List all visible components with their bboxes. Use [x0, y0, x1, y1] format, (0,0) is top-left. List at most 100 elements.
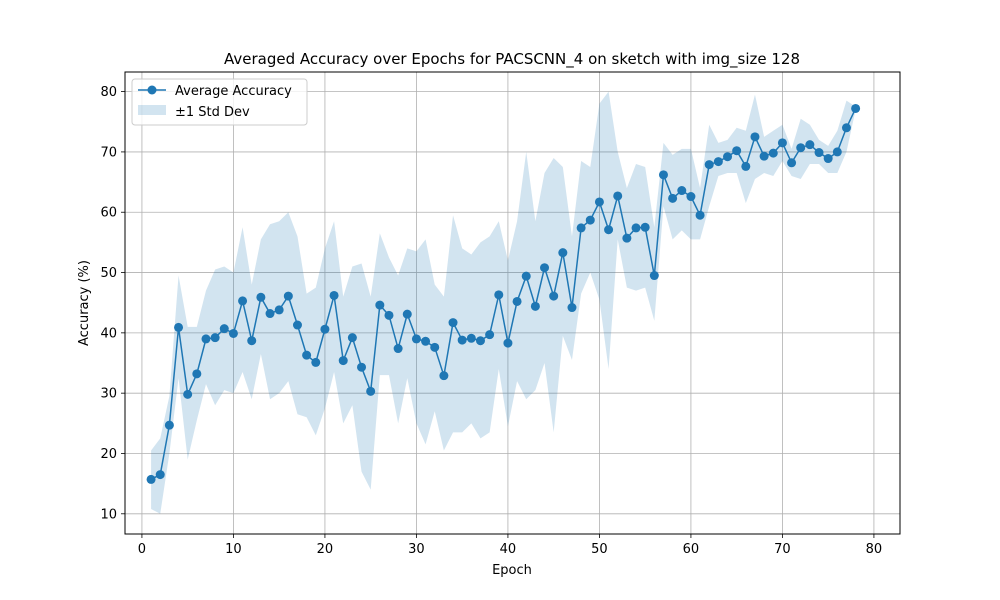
x-tick-label: 30 — [408, 542, 425, 557]
x-tick-label: 50 — [591, 542, 608, 557]
data-point — [695, 210, 705, 220]
legend-marker-swatch — [147, 85, 157, 95]
data-point — [576, 223, 586, 233]
data-point — [210, 333, 220, 343]
data-point — [457, 335, 467, 345]
data-point — [183, 389, 193, 399]
data-point — [558, 248, 568, 258]
y-tick-label: 70 — [100, 145, 117, 160]
data-point — [686, 192, 696, 202]
data-point — [174, 322, 184, 332]
std-dev-band — [151, 91, 856, 514]
data-point — [585, 215, 595, 225]
data-point — [357, 362, 367, 372]
data-point — [521, 271, 531, 281]
data-point — [503, 338, 513, 348]
data-point — [567, 303, 577, 313]
data-point — [439, 371, 449, 381]
data-point — [540, 263, 550, 273]
data-point — [613, 191, 623, 201]
chart-title: Averaged Accuracy over Epochs for PACSCN… — [224, 50, 800, 69]
data-point — [164, 420, 174, 430]
data-point — [494, 290, 504, 300]
x-tick-label: 40 — [500, 542, 517, 557]
x-tick-label: 80 — [866, 542, 883, 557]
data-point — [430, 342, 440, 352]
x-axis-label: Epoch — [492, 563, 532, 578]
data-point — [238, 296, 248, 306]
data-point — [668, 193, 678, 203]
data-point — [622, 233, 632, 243]
data-point — [832, 147, 842, 157]
data-point — [384, 310, 394, 320]
y-tick-label: 20 — [100, 447, 117, 462]
data-point — [448, 318, 458, 328]
data-point — [677, 186, 687, 196]
x-tick-label: 60 — [683, 542, 700, 557]
x-tick-label: 0 — [138, 542, 146, 557]
data-point — [704, 160, 714, 170]
data-point — [311, 357, 321, 367]
data-point — [292, 320, 302, 330]
data-point — [393, 344, 403, 354]
data-point — [283, 291, 293, 301]
data-point — [265, 309, 275, 319]
data-point — [604, 225, 614, 235]
data-point — [366, 386, 376, 396]
data-point — [512, 296, 522, 306]
data-point — [796, 143, 806, 153]
data-point — [219, 324, 229, 334]
data-point — [421, 336, 431, 346]
plot-frame — [124, 71, 901, 535]
data-point — [594, 197, 604, 207]
data-point — [485, 330, 495, 340]
legend: Average Accuracy ±1 Std Dev — [131, 78, 308, 126]
data-point — [256, 292, 266, 302]
data-point — [750, 132, 760, 142]
data-point — [192, 369, 202, 379]
y-axis-ticks: 10 20 30 40 50 60 70 80 — [100, 85, 125, 522]
data-point — [302, 350, 312, 360]
legend-band-swatch — [138, 105, 166, 115]
data-point — [732, 146, 742, 156]
data-point — [228, 328, 238, 338]
data-point — [347, 333, 357, 343]
series-points — [146, 103, 861, 484]
y-axis-label: Accuracy (%) — [77, 260, 92, 346]
y-tick-label: 40 — [100, 326, 117, 341]
data-point — [851, 103, 861, 113]
std-band — [151, 91, 856, 514]
data-point — [274, 305, 284, 315]
data-point — [759, 151, 769, 161]
data-point — [402, 309, 412, 319]
x-tick-label: 10 — [225, 542, 242, 557]
data-point — [658, 170, 668, 180]
data-point — [247, 336, 257, 346]
data-point — [787, 158, 797, 168]
data-point — [723, 152, 733, 162]
grid — [125, 72, 900, 534]
data-point — [741, 161, 751, 171]
data-point — [375, 300, 385, 310]
data-point — [841, 123, 851, 133]
data-point — [329, 290, 339, 300]
y-tick-label: 80 — [100, 85, 117, 100]
data-point — [805, 140, 815, 150]
data-point — [814, 148, 824, 158]
data-point — [640, 222, 650, 232]
data-point — [338, 356, 348, 366]
legend-box — [131, 78, 308, 126]
y-tick-label: 50 — [100, 266, 117, 281]
data-point — [466, 333, 476, 343]
data-point — [823, 154, 833, 164]
data-point — [549, 291, 559, 301]
data-point — [146, 474, 156, 484]
data-point — [777, 138, 787, 148]
legend-label-std: ±1 Std Dev — [175, 105, 250, 120]
x-tick-label: 20 — [317, 542, 334, 557]
data-point — [411, 334, 421, 344]
y-tick-label: 30 — [100, 387, 117, 402]
data-point — [201, 334, 211, 344]
data-point — [530, 301, 540, 311]
y-tick-label: 10 — [100, 507, 117, 522]
